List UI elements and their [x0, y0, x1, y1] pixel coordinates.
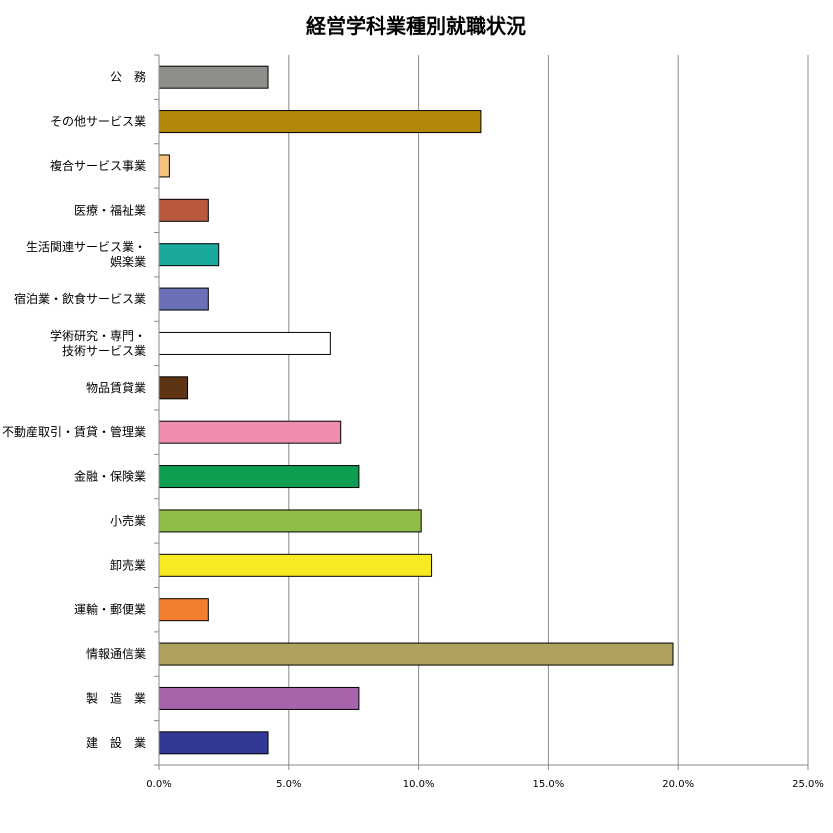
x-tick-labels: 0.0% 5.0% 10.0% 15.0% 20.0% 25.0%: [146, 779, 824, 790]
bar: [158, 686, 360, 710]
bars: [158, 65, 674, 755]
category-label: 学術研究・専門・: [50, 328, 146, 343]
bar: [158, 243, 220, 267]
bar: [158, 287, 209, 311]
bar: [158, 731, 269, 755]
bar: [158, 110, 482, 134]
category-label: 建 設 業: [86, 735, 146, 750]
category-label: 技術サービス業: [62, 344, 146, 358]
category-label: 医療・福祉業: [74, 202, 146, 217]
x-tick-label: 25.0%: [792, 779, 824, 790]
category-label: 小売業: [110, 513, 146, 528]
bar: [158, 598, 209, 622]
bar: [158, 420, 342, 444]
category-label: 娯楽業: [110, 255, 146, 269]
category-label: その他サービス業: [50, 115, 146, 129]
bar: [158, 509, 422, 533]
bar: [158, 376, 189, 400]
bar: [158, 642, 674, 666]
chart-title: 経営学科業種別就職状況: [306, 14, 526, 38]
bar: [158, 154, 170, 178]
x-tick-label: 5.0%: [276, 779, 301, 790]
category-label: 複合サービス事業: [50, 158, 146, 173]
category-label: 物品賃貸業: [86, 380, 146, 395]
category-label: 不動産取引・賃貸・管理業: [2, 424, 146, 439]
x-tick-label: 15.0%: [533, 779, 565, 790]
category-label: 運輸・郵便業: [74, 602, 146, 617]
category-label: 金融・保険業: [74, 469, 146, 484]
bar: [158, 465, 360, 489]
category-label: 卸売業: [110, 557, 146, 572]
category-label: 生活関連サービス業・: [26, 240, 146, 254]
category-label: 製 造 業: [86, 691, 146, 705]
bar: [158, 553, 433, 577]
category-label: 宿泊業・飲食サービス業: [14, 291, 146, 306]
x-tick-label: 20.0%: [662, 779, 694, 790]
category-labels: 公 務その他サービス業複合サービス事業医療・福祉業生活関連サービス業・娯楽業宿泊…: [2, 70, 146, 750]
bar: [158, 198, 209, 222]
bar: [158, 65, 269, 89]
x-tick-label: 0.0%: [146, 779, 171, 790]
category-label: 情報通信業: [86, 647, 146, 661]
category-label: 公 務: [110, 70, 146, 84]
x-tick-label: 10.0%: [403, 779, 435, 790]
bar: [158, 331, 331, 355]
axes: [154, 54, 809, 770]
